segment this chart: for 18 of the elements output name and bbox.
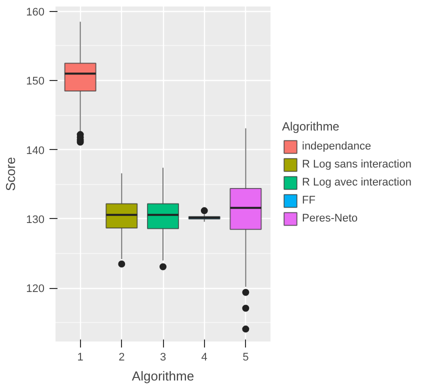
x-tick-label: 2 xyxy=(118,352,125,364)
y-tick-label: 120 xyxy=(26,283,45,296)
y-tick-label: 160 xyxy=(26,6,45,18)
legend-label: FF xyxy=(302,194,316,206)
legend-label: R Log avec interaction xyxy=(302,176,412,188)
y-axis-title: Score xyxy=(3,157,18,191)
x-axis-title: Algorithme xyxy=(132,368,194,384)
legend-label: R Log sans interaction xyxy=(302,158,412,170)
x-tick-label: 5 xyxy=(242,352,249,364)
y-tick-label: 150 xyxy=(26,76,45,88)
legend-label: independance xyxy=(302,140,372,152)
y-tick-label: 140 xyxy=(26,144,45,157)
x-tick-label: 3 xyxy=(160,352,166,364)
x-tick-label: 4 xyxy=(201,352,208,364)
x-tick-label: 1 xyxy=(77,352,84,364)
y-tick-label: 130 xyxy=(26,214,45,226)
legend-title: Algorithme xyxy=(282,120,340,134)
legend-label: Peres-Neto xyxy=(302,212,358,224)
